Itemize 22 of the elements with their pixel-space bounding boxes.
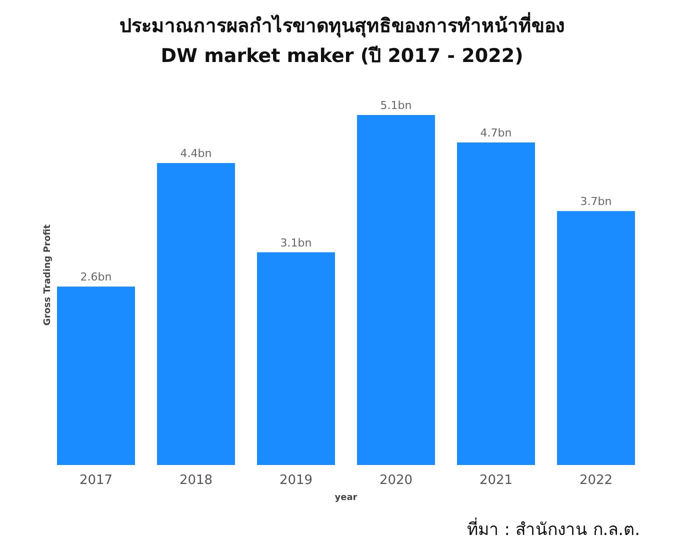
chart-title: ประมาณการผลกำไรขาดทุนสุทธิของการทำหน้าที่ของ DW market maker (ปี 2017 - 2022) [120,12,564,67]
x-tick-label: 2022 [579,473,613,488]
x-tick-label: 2018 [179,473,213,488]
text: ที่มา : สำนักงาน ก.ล.ต. [466,517,640,540]
bar [57,286,135,465]
x-axis-title: year [334,493,358,503]
data-label: 4.4bn [180,147,212,160]
data-label: 4.7bn [480,126,512,140]
bar [557,211,635,465]
y-axis-title: Gross Trading Profit [43,224,53,326]
data-label: 2.6bn [80,270,112,284]
x-tick-label: 2021 [479,473,513,488]
data-label: 3.1bn [280,236,312,250]
x-tick-label: 2017 [79,473,113,488]
bar [257,252,335,465]
x-tick-label: 2019 [279,473,313,488]
bar [357,115,435,465]
bar [157,163,235,465]
bar [457,142,535,465]
data-label: 3.7bn [580,195,612,208]
x-tick-label: 2020 [379,473,413,488]
data-label: 5.1bn [380,99,412,112]
